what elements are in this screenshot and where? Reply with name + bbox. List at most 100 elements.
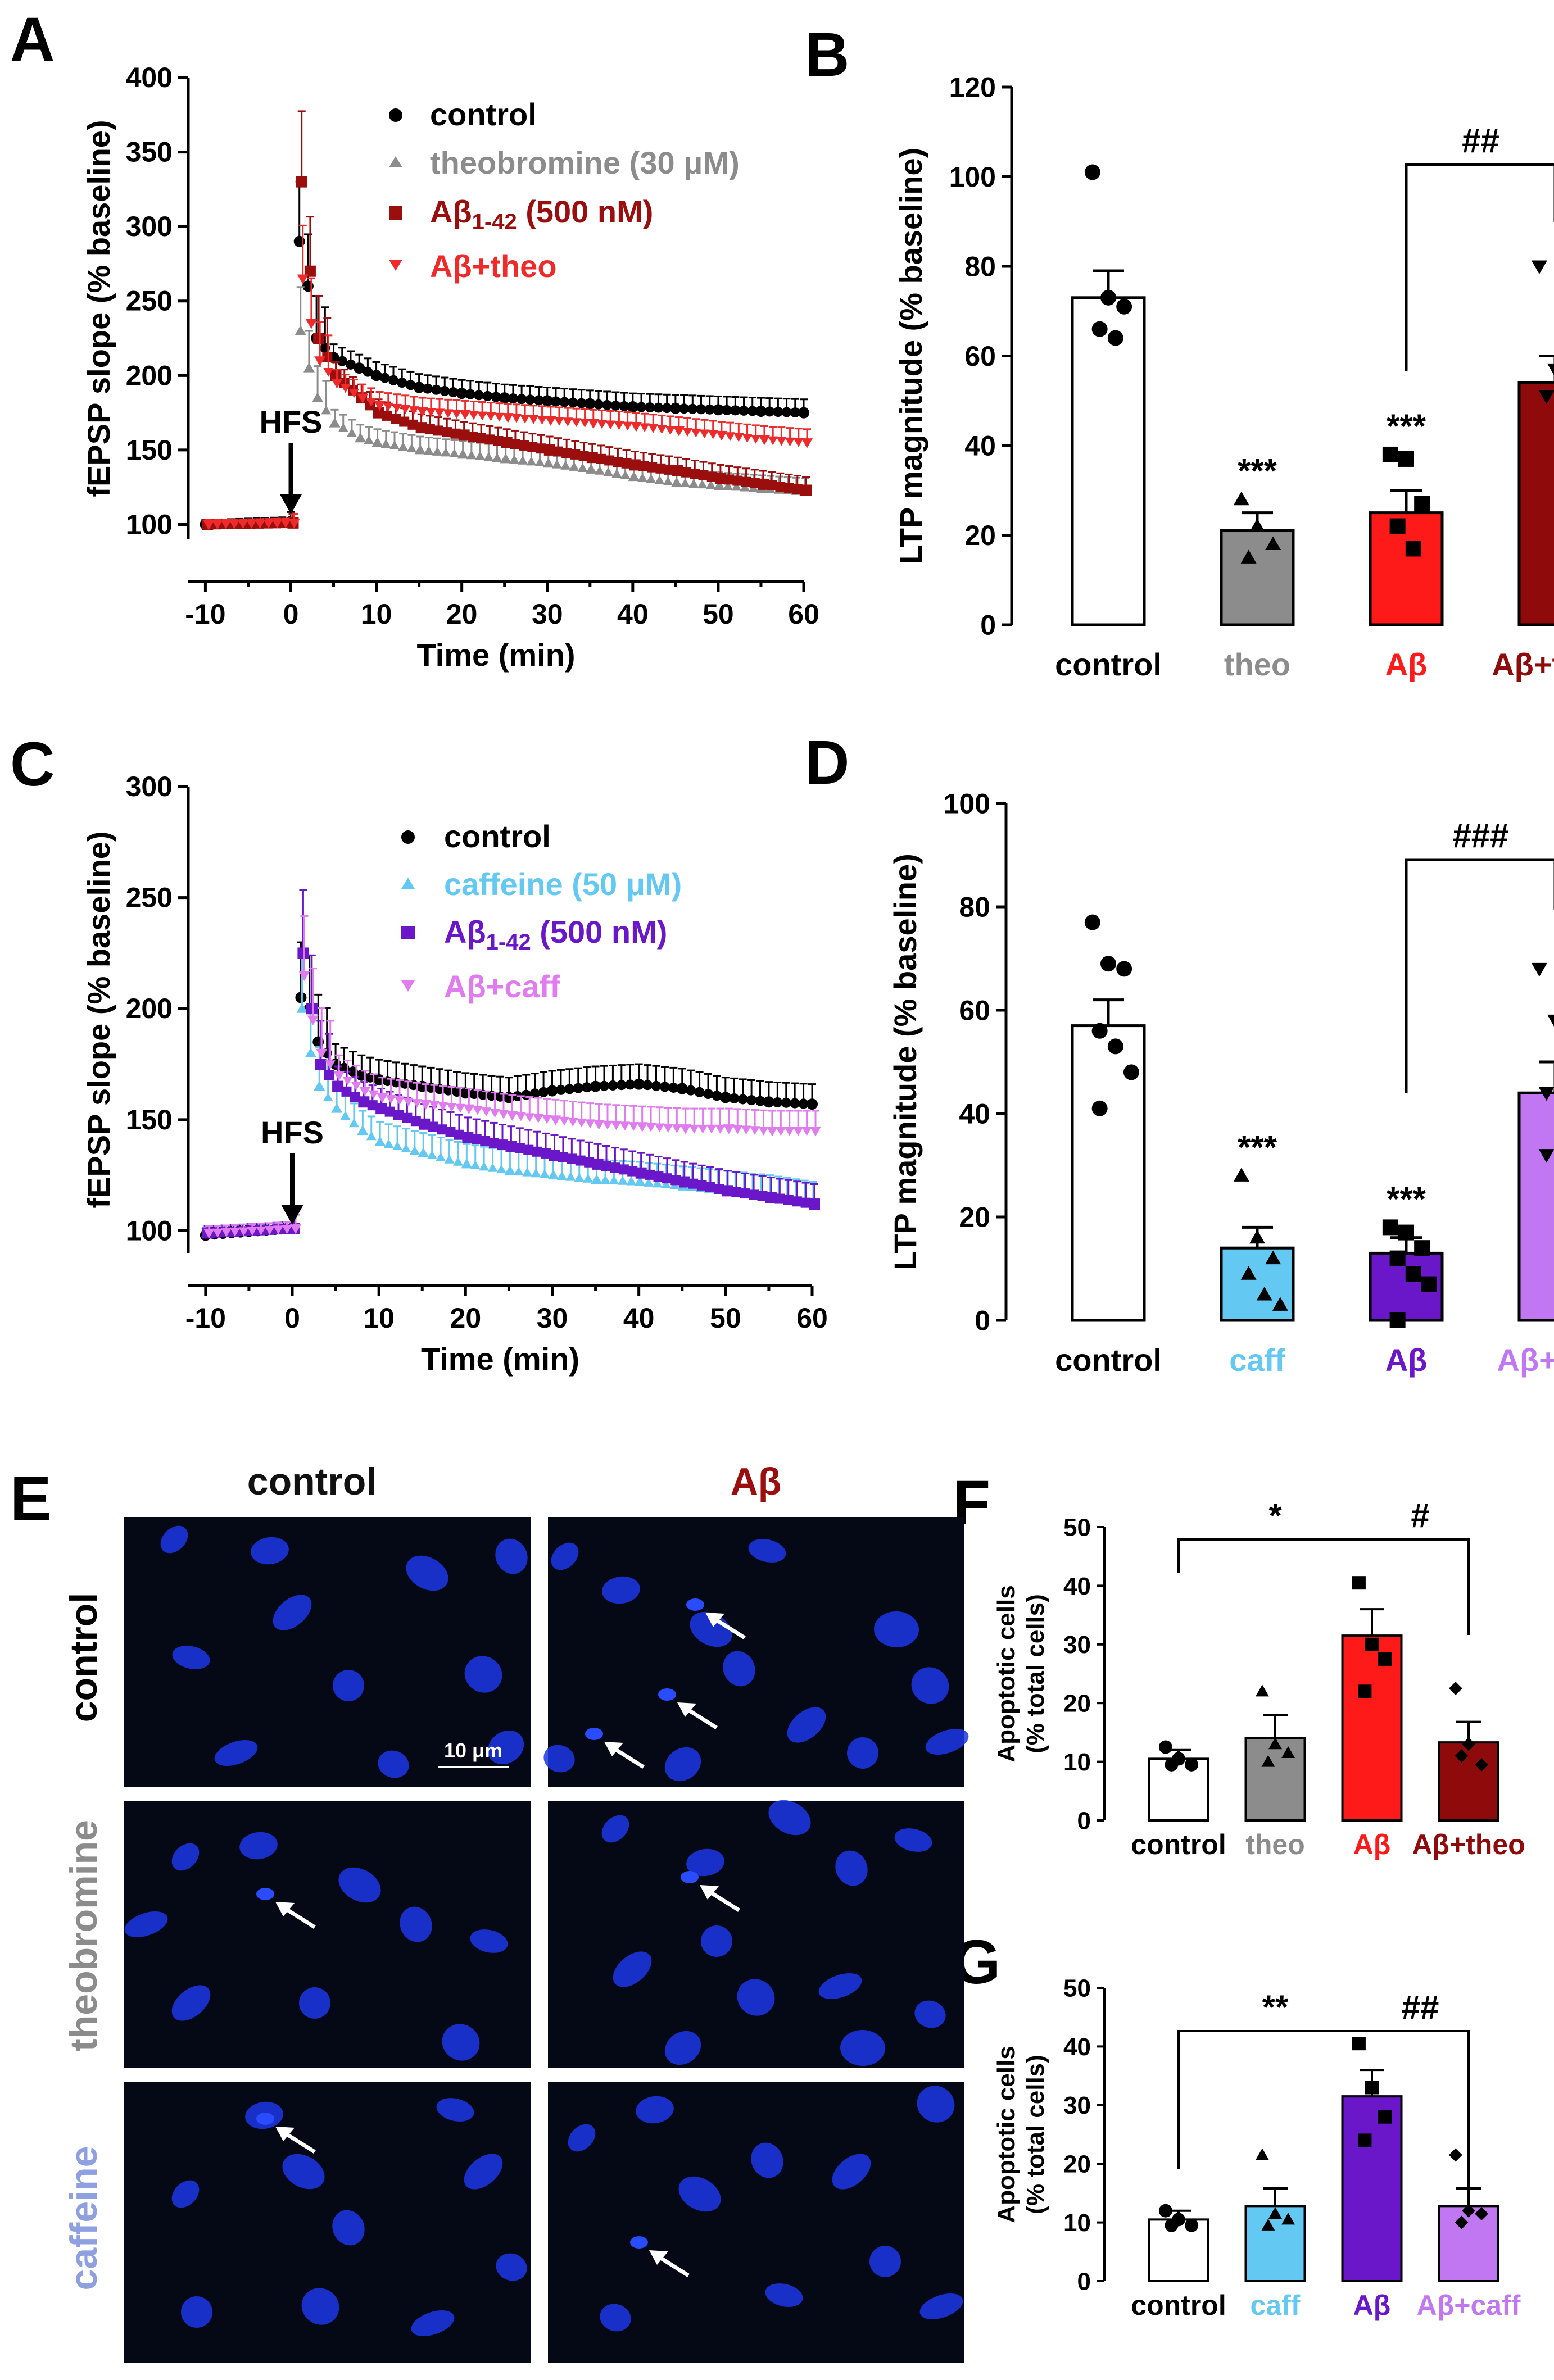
data-point bbox=[1265, 1250, 1281, 1265]
series-datum bbox=[331, 1103, 343, 1113]
nucleus bbox=[613, 1951, 652, 1987]
data-point bbox=[1084, 164, 1100, 180]
chart-a-ltp-theobromine: 100 150 200 250 300 350 400 -10 0 10 20 30 40 50 60 Tim… bbox=[81, 62, 819, 673]
data-point bbox=[565, 1171, 576, 1181]
bar bbox=[1341, 1634, 1403, 1822]
series-datum bbox=[377, 1093, 388, 1103]
data-point bbox=[1100, 289, 1116, 306]
series-datum bbox=[593, 1120, 605, 1130]
micrograph-panel-3 bbox=[548, 1800, 964, 2068]
nucleus bbox=[686, 1848, 724, 1877]
series-datum bbox=[371, 437, 383, 447]
nucleus bbox=[333, 1670, 364, 1701]
data-point bbox=[494, 412, 505, 422]
bar-group-0 bbox=[1071, 914, 1146, 1322]
nucleus bbox=[239, 1832, 278, 1860]
data-point bbox=[348, 389, 359, 398]
series-datum bbox=[314, 356, 326, 366]
y-axis-title-2: (% total cells) bbox=[1022, 1594, 1049, 1754]
data-point bbox=[520, 414, 531, 424]
arrow-head bbox=[677, 1702, 696, 1717]
condensed-nucleus bbox=[585, 1728, 603, 1740]
data-point bbox=[513, 1166, 524, 1176]
bracket-label: ## bbox=[1462, 122, 1499, 160]
data-point bbox=[422, 383, 433, 394]
data-point bbox=[790, 1098, 800, 1109]
legend-marker-abeta bbox=[389, 206, 402, 220]
data-point bbox=[229, 520, 240, 529]
data-point bbox=[583, 1173, 593, 1183]
data-point bbox=[324, 1070, 334, 1080]
data-point bbox=[410, 1116, 421, 1127]
data-point bbox=[1256, 1287, 1272, 1301]
nucleus bbox=[171, 2180, 200, 2208]
data-point bbox=[465, 389, 475, 399]
series-3 bbox=[203, 224, 813, 530]
data-point bbox=[480, 1136, 491, 1146]
series-datum bbox=[297, 947, 309, 959]
category-label: Aβ bbox=[1385, 1342, 1428, 1378]
bracket-label: # bbox=[1411, 1497, 1429, 1534]
data-point bbox=[569, 462, 579, 471]
bar bbox=[1341, 2095, 1403, 2282]
nucleus bbox=[436, 2098, 474, 2122]
data-point bbox=[401, 1143, 411, 1152]
data-point bbox=[383, 402, 393, 412]
series-datum bbox=[419, 1118, 431, 1130]
hfs-label: HFS bbox=[260, 404, 323, 439]
data-point bbox=[1358, 2133, 1372, 2147]
series-datum bbox=[586, 452, 598, 464]
data-point bbox=[655, 463, 666, 474]
nucleus bbox=[411, 2310, 455, 2336]
series-datum bbox=[303, 362, 315, 373]
nucleus bbox=[551, 1542, 579, 1570]
data-point bbox=[1091, 321, 1108, 337]
data-point bbox=[484, 434, 495, 445]
nucleus bbox=[723, 1651, 755, 1687]
series-3 bbox=[203, 915, 821, 1239]
nucleus bbox=[832, 2154, 871, 2190]
data-point bbox=[433, 425, 444, 436]
legend-a-abeta-sub: 1-42 bbox=[472, 210, 517, 234]
series-datum bbox=[295, 992, 307, 1003]
data-point bbox=[340, 1111, 351, 1120]
data-point bbox=[1165, 1757, 1179, 1772]
data-point bbox=[479, 1161, 490, 1171]
data-point bbox=[579, 419, 590, 428]
data-point bbox=[515, 1112, 526, 1121]
series-datum bbox=[500, 453, 511, 464]
legend-marker-abeta-theo bbox=[389, 260, 402, 271]
data-point bbox=[1261, 1755, 1275, 1767]
data-point bbox=[1352, 2037, 1366, 2051]
micro-row-control: control bbox=[62, 1593, 105, 1722]
micro-col-abeta: Aβ bbox=[731, 1460, 782, 1503]
data-point bbox=[255, 520, 265, 529]
data-point bbox=[528, 415, 539, 424]
data-point bbox=[395, 1096, 405, 1106]
data-point bbox=[556, 1171, 567, 1180]
data-point bbox=[534, 457, 545, 466]
data-point bbox=[690, 469, 700, 479]
data-point bbox=[407, 419, 418, 430]
micro-row-caffeine: caffeine bbox=[62, 2146, 105, 2291]
data-point bbox=[263, 519, 274, 529]
data-point bbox=[230, 1228, 241, 1237]
bracket-label: ### bbox=[1452, 817, 1508, 855]
legend-marker-abeta bbox=[401, 926, 415, 939]
data-point bbox=[517, 394, 527, 405]
data-point bbox=[732, 475, 743, 486]
nucleus bbox=[301, 2288, 339, 2325]
arrow-head bbox=[700, 1885, 719, 1900]
data-point bbox=[801, 1127, 812, 1136]
data-point bbox=[325, 1060, 336, 1070]
data-point bbox=[472, 1106, 483, 1115]
series-datum bbox=[591, 1174, 602, 1184]
data-point bbox=[1185, 2218, 1199, 2232]
legend-a-abeta-main: Aβ bbox=[430, 194, 472, 229]
chart-f-plot: 0 10 20 30 40 50 Apoptotic cells (% total cells… bbox=[993, 1497, 1525, 1860]
legend-c-abeta-conc: (500 nM) bbox=[531, 914, 668, 950]
series-datum bbox=[457, 448, 469, 459]
data-point bbox=[212, 520, 223, 530]
nucleus bbox=[919, 2293, 963, 2319]
data-point bbox=[1091, 1100, 1108, 1116]
